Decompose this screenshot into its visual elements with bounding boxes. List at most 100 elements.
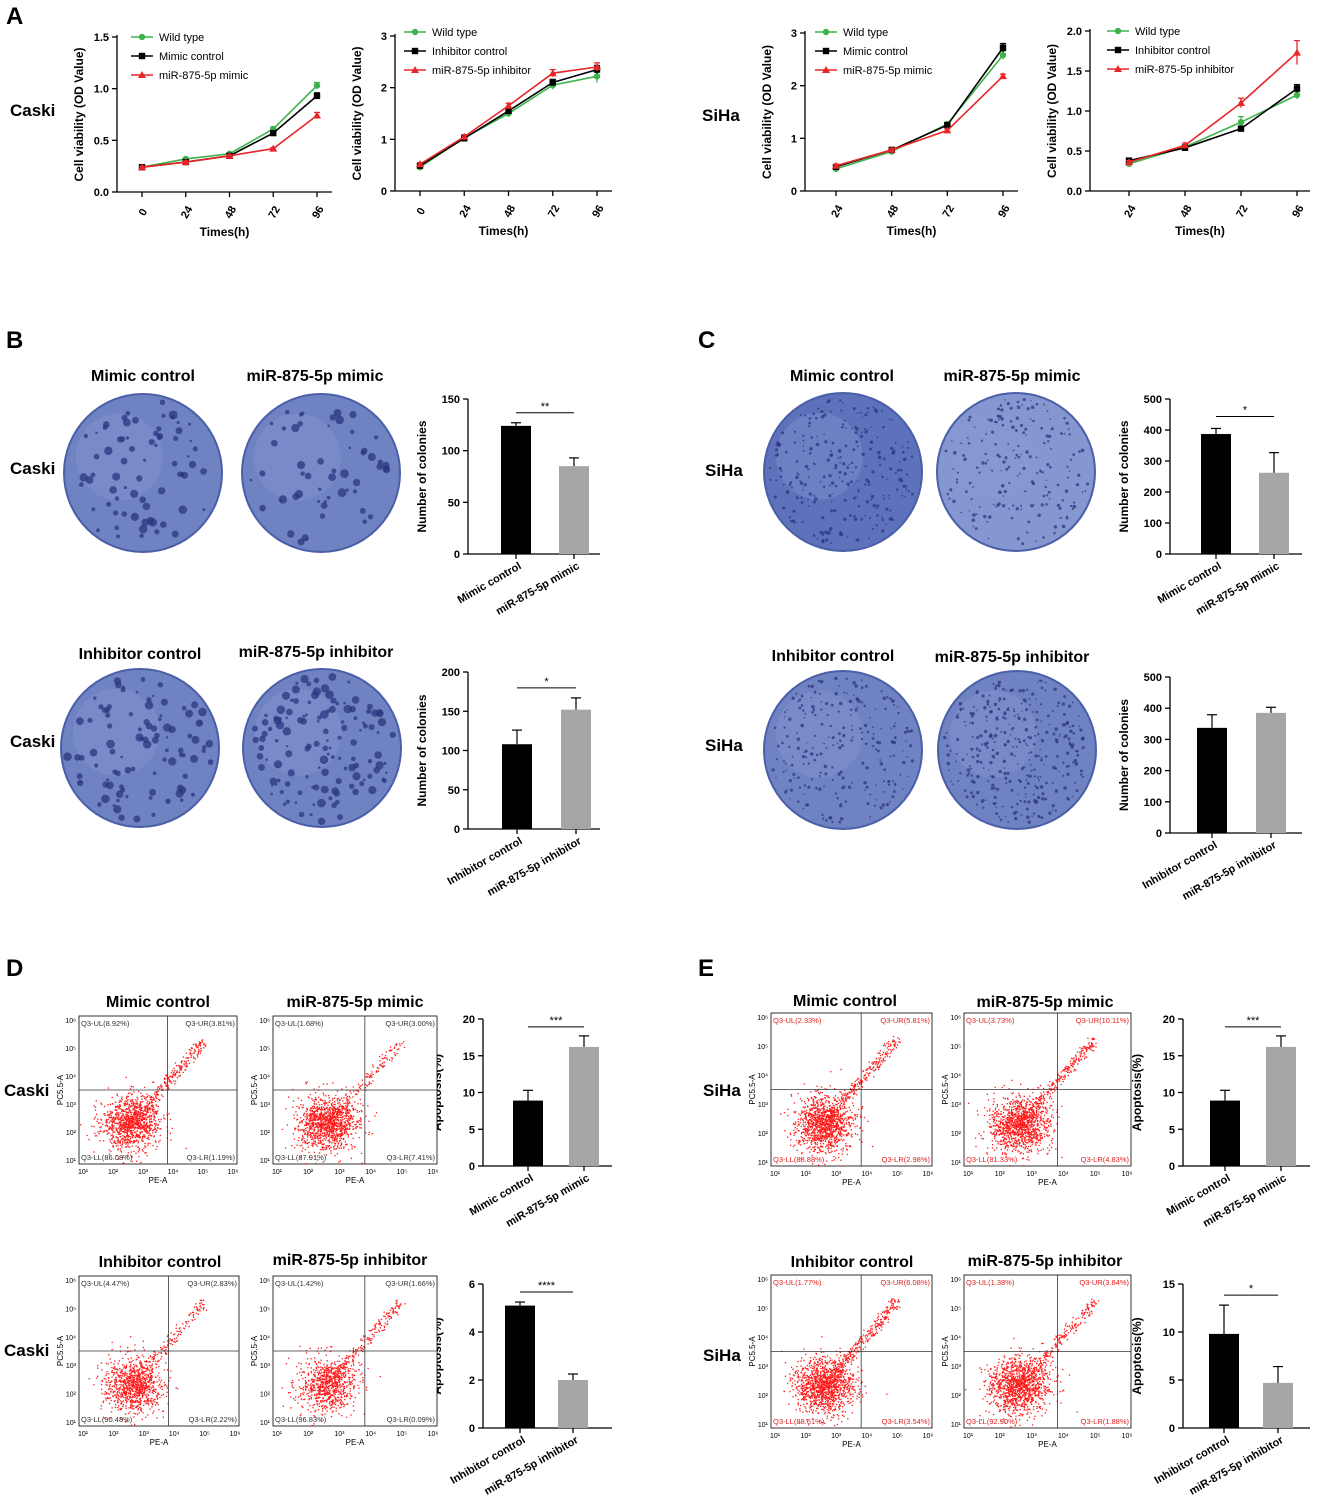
event-dot bbox=[332, 1106, 334, 1108]
colony bbox=[113, 677, 122, 685]
colony bbox=[809, 752, 814, 756]
event-dot bbox=[348, 1122, 350, 1124]
event-dot bbox=[116, 1388, 118, 1390]
event-dot bbox=[131, 1115, 133, 1117]
event-dot bbox=[340, 1114, 342, 1116]
colony bbox=[146, 697, 152, 703]
event-dot bbox=[104, 1113, 106, 1115]
event-dot bbox=[312, 1121, 315, 1124]
event-dot bbox=[122, 1385, 124, 1387]
colony bbox=[880, 690, 883, 693]
colony bbox=[838, 732, 841, 736]
event-dot bbox=[126, 1096, 128, 1098]
colony bbox=[311, 785, 315, 789]
event-dot bbox=[335, 1094, 337, 1097]
event-dot bbox=[137, 1127, 139, 1130]
event-dot bbox=[398, 1048, 400, 1050]
colony bbox=[813, 734, 817, 737]
event-dot bbox=[145, 1113, 147, 1116]
colony bbox=[1065, 515, 1069, 519]
y-tick-label: 5 bbox=[1169, 1124, 1175, 1136]
event-dot bbox=[146, 1123, 148, 1126]
event-dot bbox=[125, 1132, 127, 1134]
event-dot bbox=[305, 1081, 307, 1084]
culture-plate bbox=[763, 392, 923, 552]
event-dot bbox=[162, 1095, 164, 1098]
event-dot bbox=[329, 1121, 331, 1123]
colony bbox=[968, 415, 972, 419]
event-dot bbox=[313, 1101, 316, 1103]
event-dot bbox=[155, 1148, 157, 1151]
colony bbox=[1028, 698, 1031, 700]
y-tick-label: 1.0 bbox=[94, 84, 109, 96]
panel-letter-c: C bbox=[698, 327, 715, 354]
event-dot bbox=[156, 1124, 158, 1126]
event-dot bbox=[109, 1120, 111, 1122]
event-dot bbox=[357, 1103, 359, 1105]
event-dot bbox=[151, 1099, 154, 1101]
event-dot bbox=[342, 1108, 344, 1110]
event-dot bbox=[312, 1144, 314, 1146]
colony bbox=[1078, 450, 1081, 453]
event-dot bbox=[149, 1118, 152, 1120]
event-dot bbox=[201, 1041, 203, 1044]
event-dot bbox=[320, 1113, 322, 1116]
event-dot bbox=[345, 1128, 348, 1131]
event-dot bbox=[146, 1131, 148, 1133]
event-dot bbox=[371, 1076, 373, 1078]
data-point bbox=[999, 44, 1007, 51]
event-dot bbox=[199, 1299, 202, 1301]
event-dot bbox=[158, 1088, 161, 1090]
event-dot bbox=[328, 1128, 331, 1130]
event-dot bbox=[164, 1118, 166, 1120]
event-dot bbox=[157, 1090, 159, 1092]
colony bbox=[815, 753, 819, 757]
event-dot bbox=[111, 1139, 113, 1141]
event-dot bbox=[106, 1124, 108, 1127]
colony bbox=[976, 466, 979, 469]
event-dot bbox=[134, 1131, 136, 1134]
colony bbox=[783, 790, 787, 794]
colony bbox=[996, 503, 1000, 507]
event-dot bbox=[310, 1114, 312, 1117]
event-dot bbox=[123, 1130, 125, 1132]
event-dot bbox=[140, 1126, 142, 1129]
colony bbox=[1020, 702, 1023, 705]
event-dot bbox=[324, 1104, 326, 1106]
event-dot bbox=[149, 1098, 151, 1101]
event-dot bbox=[301, 1139, 303, 1141]
event-dot bbox=[181, 1060, 183, 1062]
colony bbox=[780, 470, 783, 473]
event-dot bbox=[139, 1113, 141, 1115]
event-dot bbox=[121, 1114, 123, 1117]
event-dot bbox=[137, 1114, 139, 1116]
colony bbox=[989, 706, 992, 708]
event-dot bbox=[136, 1130, 138, 1132]
event-dot bbox=[319, 1136, 321, 1139]
y-tick-label: 1 bbox=[381, 134, 387, 146]
event-dot bbox=[151, 1108, 153, 1110]
event-dot bbox=[360, 1085, 362, 1087]
colony bbox=[1078, 725, 1080, 727]
colony bbox=[836, 796, 839, 800]
flow-title-d-mimic: miR-875-5p mimic bbox=[287, 994, 424, 1011]
event-dot bbox=[108, 1115, 110, 1117]
colony bbox=[1062, 774, 1065, 777]
event-dot bbox=[108, 1129, 110, 1131]
colony bbox=[990, 734, 993, 737]
event-dot bbox=[134, 1116, 136, 1118]
colony bbox=[879, 762, 884, 766]
x-tick-label: miR-875-5p inhibitor bbox=[1187, 1434, 1286, 1498]
event-dot bbox=[352, 1086, 355, 1088]
colony bbox=[189, 439, 192, 443]
colony bbox=[995, 727, 999, 730]
event-dot bbox=[310, 1116, 312, 1118]
colony bbox=[829, 542, 832, 545]
significance-marker: * bbox=[544, 676, 549, 688]
event-dot bbox=[141, 1139, 143, 1142]
colony bbox=[274, 739, 279, 743]
colony bbox=[823, 413, 827, 417]
event-dot bbox=[109, 1103, 112, 1106]
event-dot bbox=[159, 1383, 161, 1386]
colony bbox=[359, 729, 362, 732]
